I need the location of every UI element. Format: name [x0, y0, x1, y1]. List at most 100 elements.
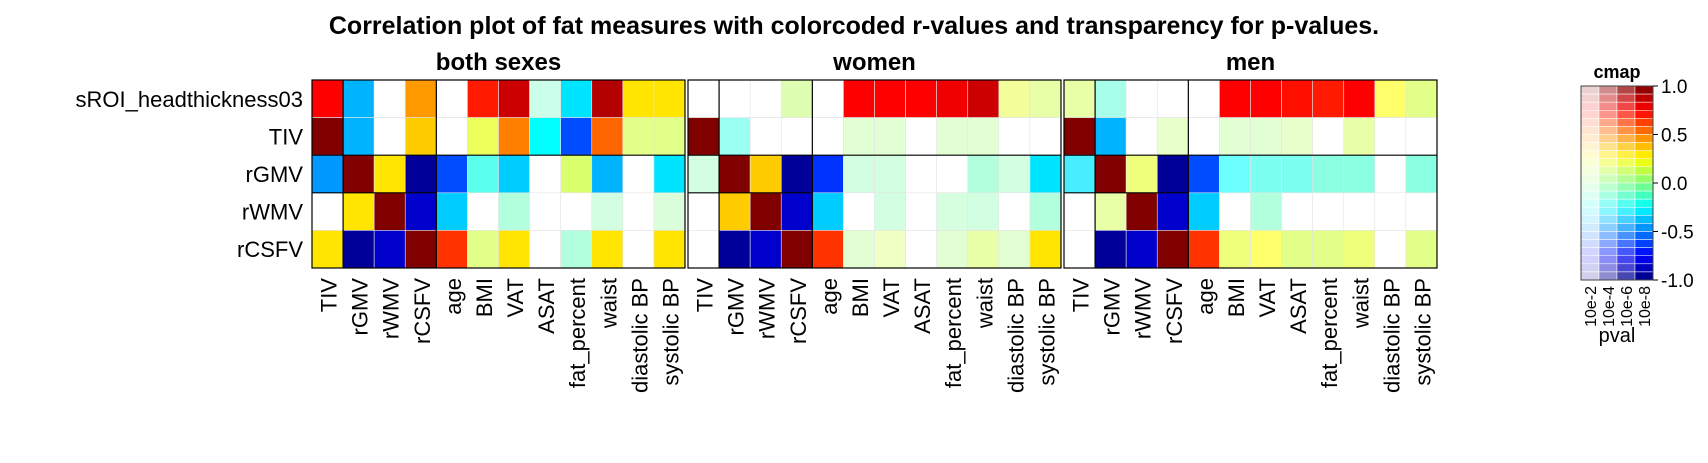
- colorbar-swatch: [1598, 134, 1618, 143]
- heatmap-cell: [1219, 79, 1251, 118]
- heatmap-cell: [529, 117, 561, 156]
- colorbar-swatch: [1580, 118, 1600, 127]
- colorbar: cmap 1.0 0.5 0.0 -0.5 -1.0 10e-2 10e-4 10e-6 10e-…: [1580, 62, 1694, 347]
- heatmap-cell: [1125, 79, 1158, 118]
- heatmap-cell: [622, 192, 655, 231]
- heatmap-cell: [936, 117, 969, 156]
- colorbar-swatch: [1598, 239, 1618, 248]
- colorbar-swatch: [1598, 182, 1618, 192]
- column-tick-label: waist: [1348, 278, 1373, 329]
- heatmap-cell: [1219, 154, 1251, 194]
- heatmap-cell: [1312, 192, 1345, 231]
- heatmap-cell: [1250, 230, 1282, 269]
- heatmap-cell: [843, 192, 875, 231]
- heatmap-cell: [1094, 117, 1127, 156]
- colorbar-swatch: [1580, 190, 1600, 200]
- colorbar-r-tick-label: -1.0: [1661, 271, 1694, 292]
- heatmap-cell: [812, 79, 844, 118]
- heatmap-cell: [1405, 154, 1438, 194]
- panel-frame: [687, 79, 1062, 269]
- heatmap-cell: [591, 154, 624, 194]
- colorbar-swatch: [1634, 174, 1654, 184]
- heatmap-cell: [1125, 117, 1158, 156]
- colorbar-swatch: [1580, 126, 1600, 135]
- colorbar-swatch: [1616, 271, 1636, 281]
- colorbar-swatch: [1580, 101, 1600, 111]
- heatmap-cell: [467, 154, 499, 194]
- heatmap-cell: [1374, 117, 1407, 156]
- colorbar-swatch: [1616, 231, 1636, 240]
- colorbar-swatch: [1634, 118, 1654, 127]
- heatmap-cell: [436, 192, 468, 231]
- heatmap-cell: [1343, 230, 1376, 269]
- heatmap-cell: [1281, 117, 1313, 156]
- heatmap-cell: [1188, 154, 1220, 194]
- column-tick-label: TIV: [1069, 278, 1094, 313]
- heatmap-cell: [622, 154, 655, 194]
- colorbar-swatch: [1634, 255, 1654, 265]
- heatmap-cell: [1094, 79, 1127, 118]
- column-tick-label: TIV: [317, 278, 342, 313]
- colorbar-p-tick-label: 10e-8: [1637, 286, 1654, 327]
- colorbar-swatch: [1598, 118, 1618, 127]
- colorbar-swatch: [1634, 158, 1654, 168]
- heatmap-cell: [1063, 79, 1096, 118]
- heatmap-cell: [653, 154, 686, 194]
- column-tick-label: BMI: [472, 278, 497, 317]
- heatmap-cell: [653, 117, 686, 156]
- heatmap-cell: [342, 79, 375, 118]
- heatmap-cell: [998, 117, 1031, 156]
- colorbar-swatch: [1598, 142, 1618, 151]
- heatmap-cell: [560, 192, 593, 231]
- heatmap-cell: [311, 192, 344, 231]
- heatmap-cell: [998, 230, 1031, 269]
- heatmap-cell: [1063, 230, 1096, 269]
- colorbar-swatch: [1598, 263, 1618, 273]
- heatmap-cell: [1156, 117, 1189, 156]
- colorbar-swatch: [1634, 134, 1654, 143]
- column-tick-label: ASAT: [1286, 278, 1311, 334]
- colorbar-swatch: [1598, 198, 1618, 208]
- colorbar-p-tick-label: 10e-6: [1619, 286, 1636, 327]
- heatmap-cell: [529, 79, 561, 118]
- colorbar-swatch: [1580, 142, 1600, 151]
- column-tick-label: age: [441, 278, 466, 315]
- colorbar-swatch: [1598, 158, 1618, 168]
- heatmap-cell: [1063, 117, 1096, 156]
- colorbar-swatch: [1616, 190, 1636, 200]
- column-tick-label: diastolic BP: [1003, 278, 1028, 393]
- heatmap-cell: [687, 192, 720, 231]
- colorbar-swatch: [1634, 101, 1654, 111]
- heatmap-cell: [311, 117, 344, 156]
- heatmap-cell: [967, 154, 1000, 194]
- row-tick-label: rCSFV: [237, 237, 303, 262]
- heatmap-cell: [1374, 79, 1407, 118]
- heatmap-cell: [498, 117, 530, 156]
- heatmap-cell: [843, 79, 875, 118]
- heatmap-cell: [687, 117, 720, 156]
- heatmap-cell: [780, 79, 813, 118]
- colorbar-swatch: [1616, 142, 1636, 151]
- heatmap-cell: [874, 192, 906, 231]
- heatmap-cell: [1094, 230, 1127, 269]
- heatmap-cell: [998, 192, 1031, 231]
- heatmap-cell: [467, 79, 499, 118]
- colorbar-swatch: [1634, 215, 1654, 224]
- colorbar-swatch: [1616, 182, 1636, 192]
- heatmap-cell: [529, 192, 561, 231]
- colorbar-swatch: [1616, 101, 1636, 111]
- colorbar-swatch: [1580, 247, 1600, 256]
- colorbar-swatch: [1634, 190, 1654, 200]
- panel-title: women: [832, 49, 916, 76]
- colorbar-swatch: [1616, 207, 1636, 216]
- heatmap-cell: [311, 230, 344, 269]
- heatmap-cell: [687, 154, 720, 194]
- heatmap-cell: [1188, 230, 1220, 269]
- colorbar-swatch: [1580, 150, 1600, 159]
- colorbar-swatch: [1616, 126, 1636, 135]
- panel-frame: [1063, 79, 1438, 269]
- heatmap-cell: [311, 79, 344, 118]
- column-tick-label: waist: [972, 278, 997, 329]
